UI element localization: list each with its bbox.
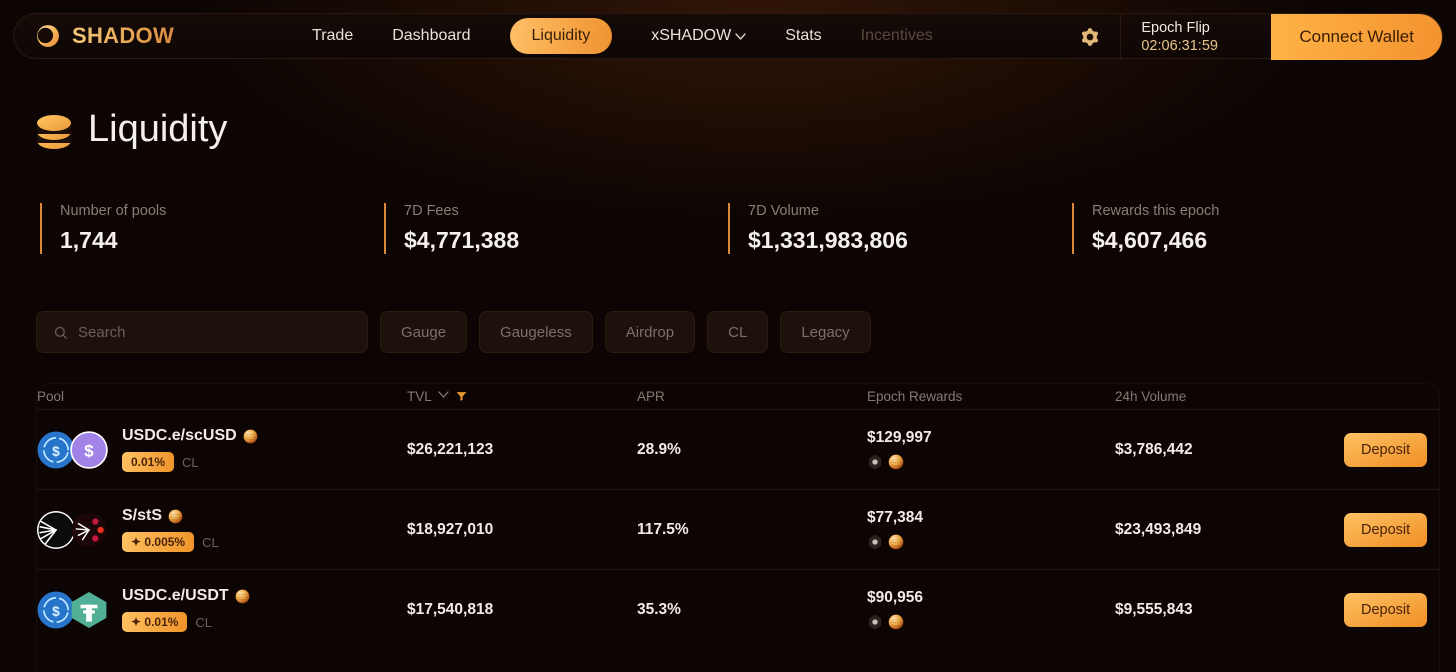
svg-text:$: $ [52, 603, 60, 618]
svg-text:$: $ [84, 441, 94, 460]
svg-text:$: $ [52, 443, 60, 458]
